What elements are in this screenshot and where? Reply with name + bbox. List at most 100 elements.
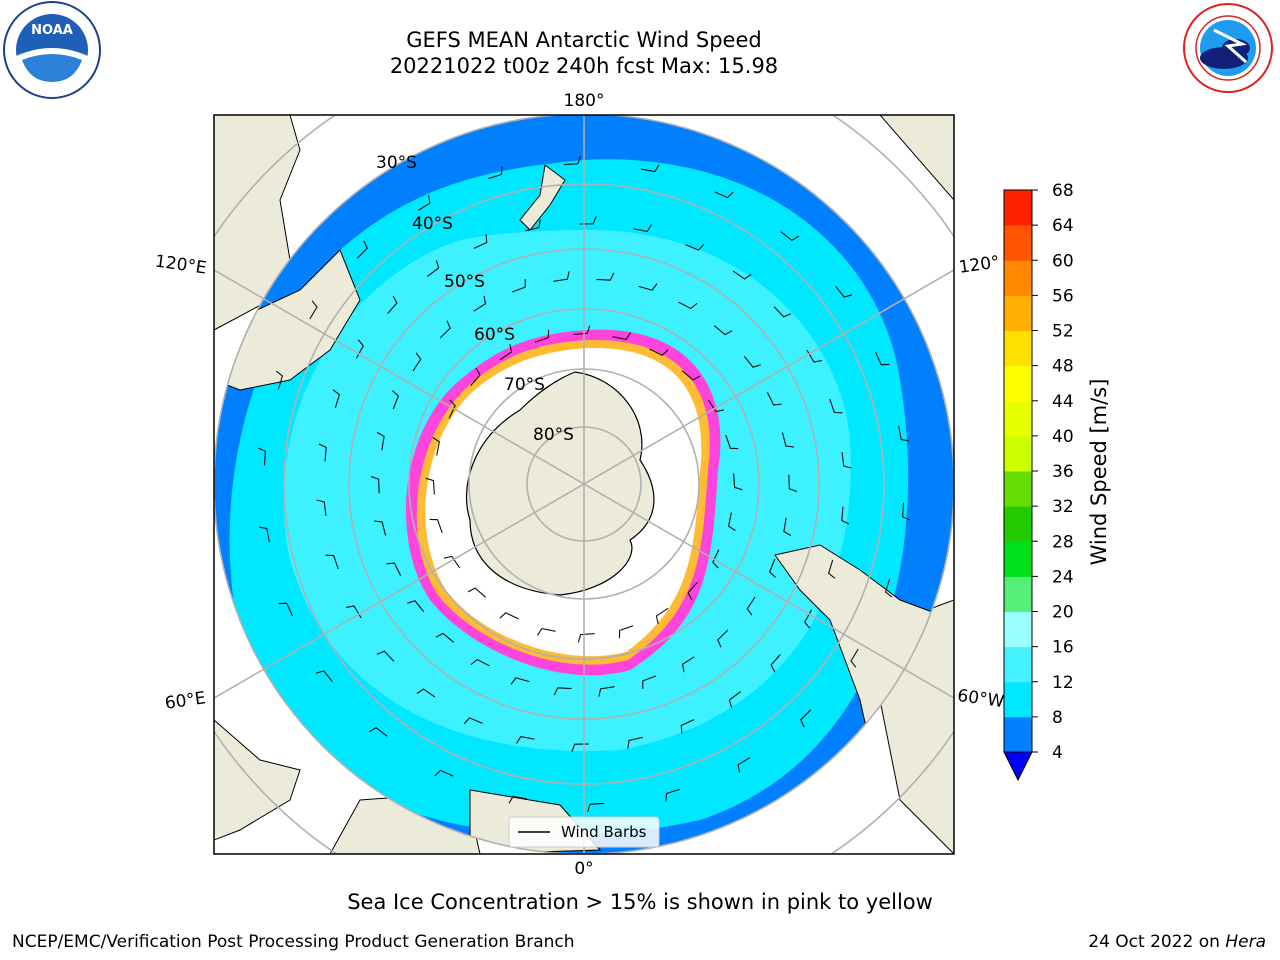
wind-barb bbox=[884, 578, 893, 598]
wind-barb bbox=[467, 587, 487, 598]
wind-barb bbox=[214, 616, 223, 631]
wind-barb bbox=[714, 191, 734, 199]
colorbar-segment bbox=[1004, 646, 1032, 683]
wind-barb bbox=[841, 506, 850, 525]
wind-barb bbox=[780, 231, 800, 241]
colorbar-tick-label: 4 bbox=[1052, 743, 1063, 763]
wind-barb bbox=[766, 392, 782, 406]
wind-barb bbox=[649, 348, 669, 356]
colorbar-tick-label: 48 bbox=[1052, 357, 1074, 377]
wind-barb bbox=[417, 195, 431, 211]
wind-barb bbox=[713, 325, 733, 336]
lon-label-180: 180° bbox=[564, 91, 605, 111]
lon-label-120e: 120°E bbox=[154, 252, 208, 279]
colorbar-tick-label: 24 bbox=[1052, 567, 1074, 587]
wind-barb bbox=[835, 285, 852, 298]
nws-logo bbox=[1183, 3, 1273, 93]
legend: Wind Barbs bbox=[508, 816, 660, 848]
wind-barb bbox=[425, 477, 435, 495]
wind-barb bbox=[553, 271, 570, 282]
wind-barb bbox=[633, 224, 652, 233]
wind-barb bbox=[448, 399, 456, 419]
wind-barb bbox=[874, 351, 890, 366]
colorbar-tick-label: 32 bbox=[1052, 497, 1074, 517]
colorbar-segment bbox=[1004, 365, 1032, 402]
colorbar-tick-label: 64 bbox=[1052, 216, 1074, 236]
wind-barb bbox=[470, 658, 490, 667]
wind-barb bbox=[678, 301, 698, 310]
wind-barb bbox=[316, 670, 333, 683]
wind-barb bbox=[376, 650, 395, 662]
colorbar-segment bbox=[1004, 471, 1032, 507]
wind-barb bbox=[800, 709, 812, 728]
wind-barb bbox=[681, 370, 701, 381]
map-frame bbox=[213, 114, 955, 855]
wind-barb bbox=[392, 390, 399, 410]
wind-barb bbox=[187, 506, 196, 522]
colorbar-tick-label: 68 bbox=[1052, 181, 1074, 201]
antarctica bbox=[465, 371, 655, 596]
wind-barb bbox=[516, 735, 535, 744]
wind-barb bbox=[685, 243, 705, 251]
wind-barb bbox=[463, 717, 483, 725]
colorbar-tick-label: 8 bbox=[1052, 708, 1063, 728]
noaa-logo: NOAA bbox=[3, 1, 101, 99]
wind-barb bbox=[508, 795, 528, 804]
wind-barb bbox=[827, 559, 836, 579]
wind-barb bbox=[435, 632, 455, 643]
colorbar-extend-arrow bbox=[1003, 751, 1033, 782]
wind-barb bbox=[889, 241, 907, 254]
colorbar-segment bbox=[1004, 506, 1032, 542]
wind-barb bbox=[687, 581, 698, 601]
colorbar-segment bbox=[1004, 681, 1032, 718]
wind-barb bbox=[374, 520, 387, 536]
colorbar-segment bbox=[1004, 260, 1032, 296]
footer-left: NCEP/EMC/Verification Post Processing Pr… bbox=[12, 932, 575, 952]
wind-barb bbox=[829, 399, 843, 414]
wind-barb bbox=[491, 94, 506, 105]
colorbar-segment bbox=[1004, 225, 1032, 261]
lat-label-70s: 70°S bbox=[504, 375, 545, 395]
caption: Sea Ice Concentration > 15% is shown in … bbox=[347, 890, 933, 914]
wind-barb bbox=[665, 788, 680, 802]
wind-barb bbox=[612, 332, 631, 341]
colorbar-segment bbox=[1004, 716, 1032, 753]
wind-barb bbox=[387, 131, 401, 148]
noaa-logo-text: NOAA bbox=[31, 23, 73, 38]
wind-barb bbox=[972, 446, 981, 462]
wind-barb bbox=[577, 633, 595, 643]
colorbar-segment bbox=[1004, 330, 1032, 367]
lon-label-0: 0° bbox=[574, 859, 593, 879]
colorbar-tick-label: 36 bbox=[1052, 462, 1074, 482]
lat-label-80s: 80°S bbox=[533, 425, 574, 445]
wind-barb bbox=[681, 656, 695, 673]
lat-label-30s: 30°S bbox=[376, 153, 417, 173]
wind-barb bbox=[300, 198, 312, 217]
wind-barb bbox=[416, 688, 436, 698]
legend-label: Wind Barbs bbox=[561, 823, 647, 841]
colorbar-segment bbox=[1004, 576, 1032, 612]
wind-barb bbox=[470, 367, 481, 387]
colorbar-tick-label: 12 bbox=[1052, 673, 1074, 693]
wind-barb bbox=[499, 612, 519, 620]
wind-barb bbox=[473, 234, 488, 249]
wind-barb bbox=[680, 719, 695, 734]
wind-barb bbox=[788, 474, 798, 493]
wind-barb bbox=[743, 355, 761, 368]
wind-barb bbox=[902, 502, 911, 521]
lon-label-120w: 120° bbox=[958, 252, 1001, 278]
wind-barb bbox=[257, 447, 266, 466]
wind-barb bbox=[732, 270, 752, 280]
colorbar-segment bbox=[1004, 400, 1032, 437]
footer-right: 24 Oct 2022 on Hera bbox=[1088, 932, 1266, 952]
colorbar-tick-label: 20 bbox=[1052, 603, 1074, 623]
wind-barb bbox=[376, 431, 385, 451]
wind-barb bbox=[707, 399, 725, 413]
wind-barb bbox=[439, 320, 451, 339]
colorbar-segment bbox=[1004, 435, 1032, 472]
wind-barb bbox=[770, 654, 781, 673]
wind-barb bbox=[712, 549, 720, 569]
wind-barb bbox=[309, 300, 318, 320]
